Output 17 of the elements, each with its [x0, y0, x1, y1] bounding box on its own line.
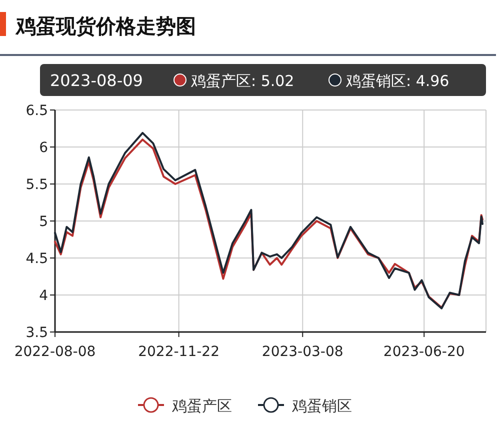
legend-label: 鸡蛋销区 [291, 397, 352, 415]
legend-label: 鸡蛋产区 [171, 397, 232, 415]
text: 鸡蛋销区: 4.96 [345, 72, 450, 90]
text: 2023-08-09 [50, 71, 143, 90]
y-tick-label: 5.5 [26, 177, 48, 193]
chart-title: 鸡蛋现货价格走势图 [15, 14, 196, 38]
x-tick-label: 2022-08-08 [14, 344, 96, 360]
y-tick-label: 4.5 [26, 251, 48, 267]
y-tick-label: 3.5 [26, 325, 48, 341]
x-tick-label: 2023-03-08 [262, 344, 344, 360]
y-tick-label: 6.5 [26, 103, 48, 119]
x-tick-label: 2023-06-20 [383, 344, 465, 360]
y-tick-label: 4 [39, 288, 48, 304]
y-tick-label: 6 [39, 140, 48, 156]
x-tick-label: 2022-11-22 [138, 344, 220, 360]
text: 鸡蛋产区: 5.02 [190, 72, 294, 90]
y-tick-label: 5 [39, 214, 48, 230]
